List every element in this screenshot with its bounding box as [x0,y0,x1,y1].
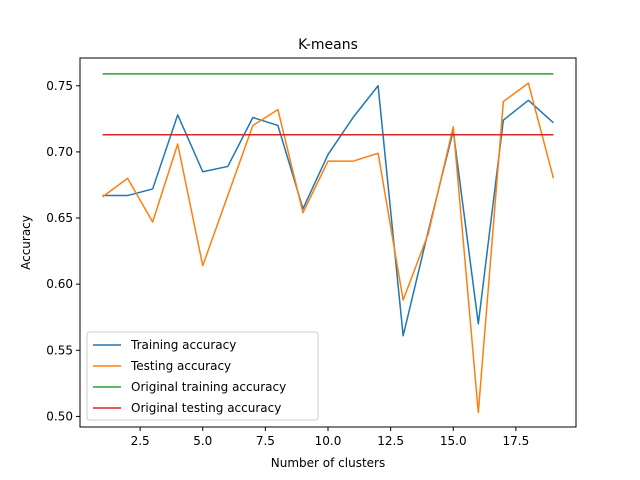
legend-label-1: Training accuracy [130,338,236,352]
y-tick-label: 0.55 [46,343,73,357]
series-line-2 [102,82,555,414]
x-axis-ticks: 2.5 5.0 7.5 10.0 12.5 15.0 17.5 [131,427,530,448]
x-tick-label: 7.5 [256,434,275,448]
x-axis-label: Number of clusters [271,456,385,470]
legend-box [86,331,319,421]
legend-label-2: Testing accuracy [130,359,231,373]
legend-label-3: Original training accuracy [131,380,286,394]
legend: Training accuracy Testing accuracy Origina… [86,331,319,421]
y-axis-label: Accuracy [19,215,33,270]
x-tick-label: 2.5 [131,434,150,448]
series-line-1 [102,85,554,337]
x-tick-label: 10.0 [315,434,342,448]
legend-label-4: Original testing accuracy [131,401,281,415]
x-tick-label: 12.5 [377,434,404,448]
x-tick-label: 5.0 [193,434,212,448]
y-tick-label: 0.75 [46,79,73,93]
y-tick-label: 0.65 [46,211,73,225]
x-tick-label: 15.0 [440,434,467,448]
x-tick-label: 17.5 [503,434,530,448]
y-tick-label: 0.70 [46,145,73,159]
chart-title: K-means [298,37,358,53]
y-tick-label: 0.60 [46,277,73,291]
plot-lines [102,73,555,414]
y-axis-ticks: 0.50 0.55 0.60 0.65 0.70 0.75 [46,79,80,423]
y-tick-label: 0.50 [46,409,73,423]
